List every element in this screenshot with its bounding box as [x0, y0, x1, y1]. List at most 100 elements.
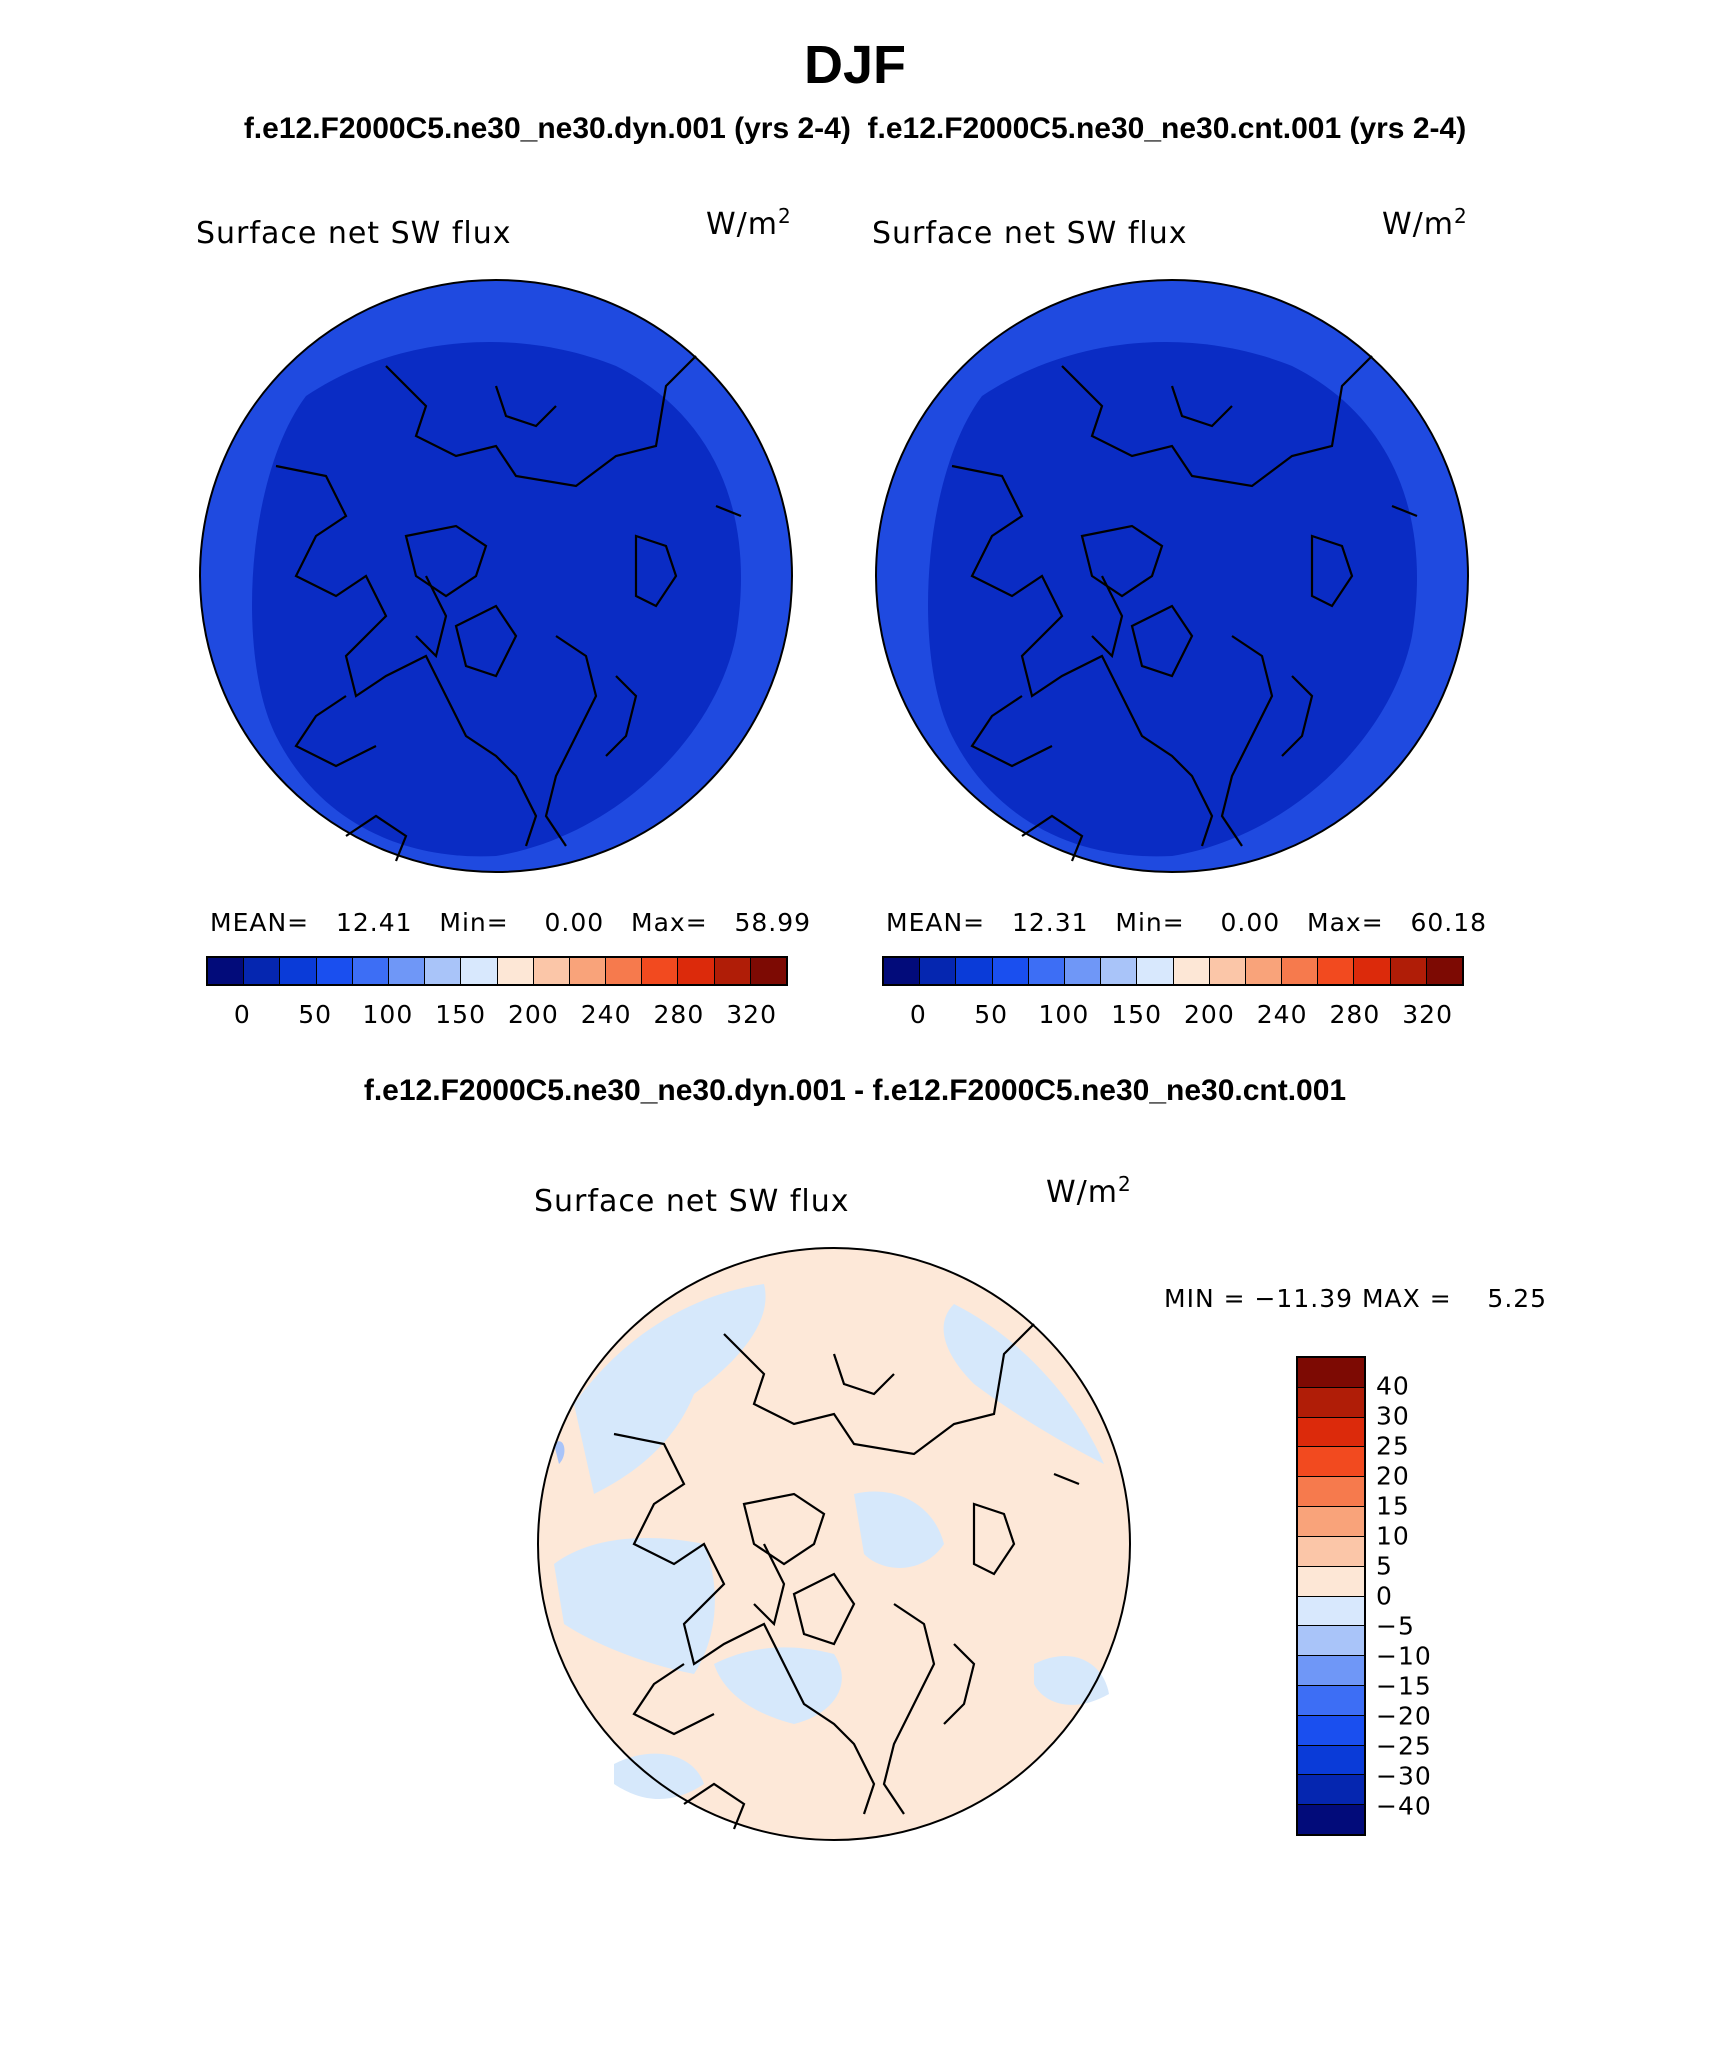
- colorbar-tick-label: −40: [1376, 1791, 1432, 1821]
- colorbar-swatch: [1028, 958, 1065, 984]
- colorbar-tick-label: 0: [909, 1000, 927, 1029]
- colorbar-swatch: [1298, 1745, 1364, 1776]
- panel3-polar-map: [537, 1247, 1131, 1841]
- colorbar-swatch: [1298, 1477, 1364, 1508]
- panel2-polar-map: [875, 279, 1469, 873]
- colorbar-swatch: [569, 958, 607, 984]
- colorbar-tick-label: 0: [1376, 1581, 1393, 1611]
- colorbar-swatch: [316, 958, 353, 984]
- colorbar-tick-label: −10: [1376, 1641, 1432, 1671]
- colorbar-tick-label: 5: [1376, 1551, 1393, 1581]
- colorbar-swatch: [1064, 958, 1102, 984]
- colorbar-tick-label: 50: [298, 1000, 333, 1029]
- panel1-stats: MEAN= 12.41 Min= 0.00 Max= 58.99: [210, 908, 812, 937]
- colorbar-swatch: [533, 958, 570, 984]
- colorbar-tick-label: −25: [1376, 1731, 1432, 1761]
- colorbar-swatch: [1298, 1566, 1364, 1597]
- panel3-map-border: [537, 1247, 1131, 1841]
- colorbar-tick-label: −30: [1376, 1761, 1432, 1791]
- colorbar-swatch: [1298, 1805, 1364, 1834]
- colorbar-swatch: [750, 958, 786, 984]
- colorbar-tick-label: −20: [1376, 1701, 1432, 1731]
- colorbar-swatch: [1298, 1656, 1364, 1686]
- colorbar-swatch: [1298, 1447, 1364, 1478]
- panel1-units: W/m2: [706, 204, 792, 242]
- panel2-coastlines: [951, 355, 1418, 862]
- colorbar-swatch: [1298, 1507, 1364, 1537]
- panel1-map-inner-field: [252, 342, 741, 857]
- colorbar-swatch: [1298, 1775, 1364, 1806]
- colorbar-tick-label: 200: [1184, 1000, 1235, 1029]
- colorbar-swatch: [280, 958, 317, 984]
- colorbar-swatch: [1354, 958, 1391, 984]
- colorbar-swatch: [678, 958, 715, 984]
- colorbar-swatch: [1209, 958, 1246, 984]
- colorbar-swatch: [1426, 958, 1462, 984]
- colorbar-swatch: [1298, 1417, 1364, 1448]
- colorbar-swatch: [388, 958, 426, 984]
- colorbar-swatch: [1173, 958, 1210, 984]
- colorbar-swatch: [461, 958, 498, 984]
- panel2-stats: MEAN= 12.31 Min= 0.00 Max= 60.18: [886, 908, 1488, 937]
- panel2-colorbar: [882, 956, 1464, 986]
- colorbar-tick-label: 200: [508, 1000, 559, 1029]
- panel3-variable-label: Surface net SW flux: [534, 1184, 850, 1219]
- panel1-polar-map: [199, 279, 793, 873]
- colorbar-swatch: [208, 958, 245, 984]
- colorbar-swatch: [1298, 1536, 1364, 1567]
- colorbar-tick-label: 0: [233, 1000, 251, 1029]
- colorbar-swatch: [642, 958, 679, 984]
- colorbar-tick-label: 280: [1329, 1000, 1381, 1029]
- panel2-map-inner-field: [928, 342, 1417, 857]
- colorbar-tick-label: −15: [1376, 1671, 1432, 1701]
- colorbar-tick-label: 40: [1376, 1371, 1410, 1401]
- panel1-variable-label: Surface net SW flux: [196, 216, 512, 251]
- colorbar-swatch: [1282, 958, 1319, 984]
- colorbar-swatch: [1245, 958, 1283, 984]
- panel2-variable-label: Surface net SW flux: [872, 216, 1188, 251]
- colorbar-swatch: [920, 958, 957, 984]
- panel3-min-max: MIN = −11.39 MAX = 5.25: [1164, 1284, 1548, 1313]
- colorbar-tick-label: 10: [1376, 1521, 1410, 1551]
- colorbar-swatch: [1298, 1715, 1364, 1746]
- colorbar-tick-label: 20: [1376, 1461, 1410, 1491]
- main-title: DJF: [803, 35, 906, 95]
- panel1-colorbar: [206, 956, 788, 986]
- colorbar-swatch: [1298, 1685, 1364, 1716]
- colorbar-tick-label: 30: [1376, 1401, 1410, 1431]
- colorbar-swatch: [352, 958, 389, 984]
- colorbar-swatch: [1298, 1358, 1364, 1388]
- colorbar-swatch: [1298, 1626, 1364, 1657]
- panel2-units: W/m2: [1382, 204, 1468, 242]
- colorbar-tick-label: 240: [1256, 1000, 1308, 1029]
- panel2-map-border: [875, 279, 1469, 873]
- colorbar-swatch: [425, 958, 462, 984]
- colorbar-tick-label: 50: [974, 1000, 1009, 1029]
- colorbar-swatch: [884, 958, 921, 984]
- colorbar-tick-label: −5: [1376, 1611, 1415, 1641]
- colorbar-swatch: [1390, 958, 1427, 984]
- colorbar-swatch: [992, 958, 1029, 984]
- colorbar-tick-label: 100: [1038, 1000, 1090, 1029]
- colorbar-swatch: [1298, 1596, 1364, 1627]
- colorbar-tick-label: 150: [1111, 1000, 1162, 1029]
- diff-header: f.e12.F2000C5.ne30_ne30.dyn.001 - f.e12.…: [363, 1074, 1347, 1107]
- panel3-units: W/m2: [1046, 1172, 1132, 1210]
- panel1-map-border: [199, 279, 793, 873]
- colorbar-swatch: [1298, 1387, 1364, 1418]
- colorbar-swatch: [1137, 958, 1174, 984]
- colorbar-swatch: [956, 958, 993, 984]
- panel1-coastlines: [275, 355, 742, 862]
- panel3-map-minor-negative: [554, 1441, 565, 1464]
- colorbar-tick-label: 15: [1376, 1491, 1410, 1521]
- panel3-colorbar: [1296, 1356, 1366, 1836]
- colorbar-tick-label: 320: [726, 1000, 777, 1029]
- colorbar-swatch: [714, 958, 751, 984]
- colorbar-swatch: [1101, 958, 1138, 984]
- colorbar-tick-label: 100: [362, 1000, 414, 1029]
- colorbar-tick-label: 280: [653, 1000, 705, 1029]
- colorbar-tick-label: 240: [580, 1000, 632, 1029]
- colorbar-tick-label: 25: [1376, 1431, 1410, 1461]
- panel3-coastlines: [613, 1323, 1080, 1830]
- colorbar-tick-label: 150: [435, 1000, 486, 1029]
